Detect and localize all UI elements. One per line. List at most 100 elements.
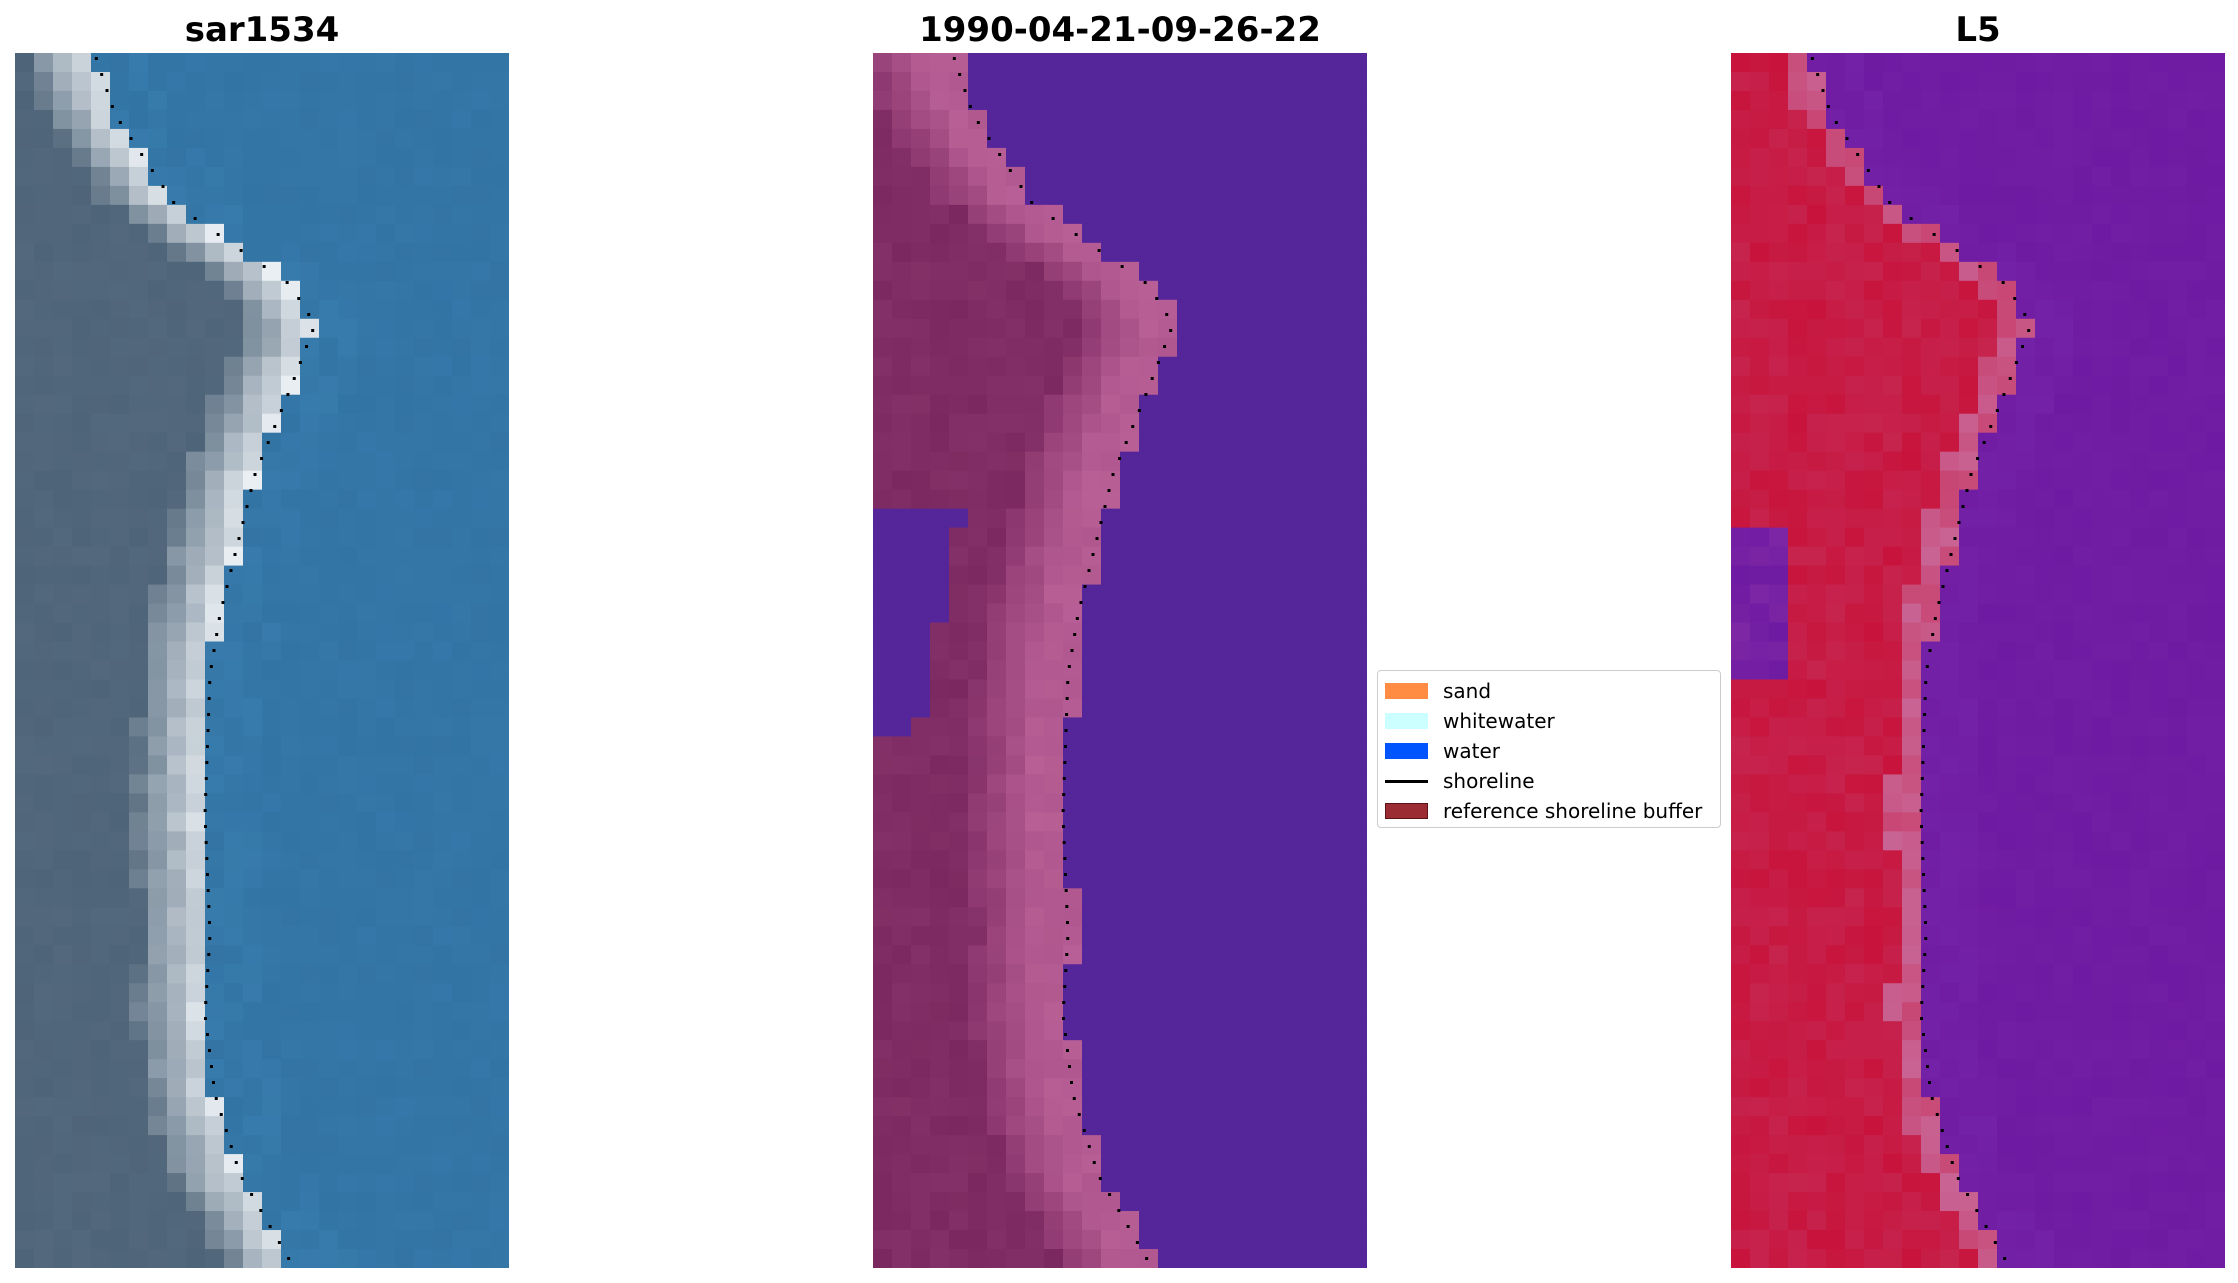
image-pixel — [1215, 109, 1235, 130]
image-pixel — [2149, 1002, 2169, 1022]
image-pixel — [1750, 337, 1770, 358]
image-pixel — [262, 1192, 282, 1212]
image-pixel — [949, 147, 969, 168]
image-pixel — [2187, 1059, 2207, 1079]
image-pixel — [1959, 546, 1979, 567]
image-pixel — [1215, 1097, 1235, 1117]
image-pixel — [1940, 508, 1960, 529]
image-pixel — [300, 470, 320, 491]
image-pixel — [15, 413, 35, 434]
classified-image — [873, 53, 1367, 1268]
image-pixel — [968, 204, 988, 225]
image-pixel — [395, 565, 415, 586]
image-pixel — [2168, 641, 2188, 662]
image-pixel — [1158, 698, 1178, 719]
image-pixel — [1883, 698, 1903, 719]
image-pixel — [357, 1040, 377, 1060]
image-pixel — [1177, 508, 1197, 529]
image-pixel — [224, 1097, 244, 1117]
image-pixel — [2206, 394, 2225, 415]
image-pixel — [1272, 1040, 1292, 1060]
shoreline-dot — [212, 1081, 215, 1084]
image-pixel — [1272, 109, 1292, 130]
image-pixel — [1788, 337, 1808, 358]
image-pixel — [281, 831, 301, 851]
image-pixel — [1025, 1002, 1045, 1022]
image-pixel — [2016, 774, 2036, 794]
image-pixel — [1978, 793, 1998, 813]
image-pixel — [1883, 1040, 1903, 1060]
image-pixel — [1025, 926, 1045, 946]
image-pixel — [15, 242, 35, 263]
image-pixel — [1348, 470, 1367, 491]
image-pixel — [110, 698, 130, 719]
image-pixel — [281, 1173, 301, 1193]
image-pixel — [2187, 1116, 2207, 1136]
image-pixel — [2206, 1021, 2225, 1041]
image-pixel — [2168, 755, 2188, 775]
image-pixel — [1082, 1097, 1102, 1117]
image-pixel — [1177, 1097, 1197, 1117]
image-pixel — [2206, 1002, 2225, 1022]
image-pixel — [357, 470, 377, 491]
image-pixel — [186, 945, 206, 965]
image-pixel — [1864, 261, 1884, 282]
image-pixel — [15, 679, 35, 700]
image-pixel — [2130, 1002, 2150, 1022]
image-pixel — [167, 1173, 187, 1193]
image-pixel — [1940, 926, 1960, 946]
image-pixel — [1234, 1097, 1254, 1117]
image-pixel — [1769, 736, 1789, 757]
image-pixel — [490, 185, 509, 206]
image-pixel — [1101, 318, 1121, 339]
image-pixel — [892, 413, 912, 434]
image-pixel — [1902, 508, 1922, 529]
image-pixel — [1101, 679, 1121, 700]
image-pixel — [129, 793, 149, 813]
image-pixel — [1215, 489, 1235, 510]
image-pixel — [167, 470, 187, 491]
image-pixel — [91, 470, 111, 491]
image-pixel — [243, 1040, 263, 1060]
shoreline-dot — [1077, 1113, 1081, 1116]
image-pixel — [91, 318, 111, 339]
image-pixel — [1959, 223, 1979, 244]
image-pixel — [205, 660, 225, 681]
image-pixel — [1845, 603, 1865, 624]
image-pixel — [892, 204, 912, 225]
image-pixel — [1006, 223, 1026, 244]
image-pixel — [414, 394, 434, 415]
image-pixel — [1101, 641, 1121, 662]
image-pixel — [1139, 907, 1159, 927]
image-pixel — [414, 280, 434, 301]
image-pixel — [1845, 907, 1865, 927]
image-pixel — [1063, 261, 1083, 282]
image-pixel — [1826, 850, 1846, 870]
image-pixel — [949, 242, 969, 263]
image-pixel — [1044, 945, 1064, 965]
image-pixel — [1940, 736, 1960, 757]
image-pixel — [167, 90, 187, 111]
image-pixel — [949, 185, 969, 206]
image-pixel — [1120, 698, 1140, 719]
image-pixel — [2149, 1040, 2169, 1060]
image-pixel — [1807, 565, 1827, 586]
image-pixel — [1082, 375, 1102, 396]
image-pixel — [911, 337, 931, 358]
image-pixel — [1063, 204, 1083, 225]
image-pixel — [1101, 1021, 1121, 1041]
image-pixel — [1997, 470, 2017, 491]
image-pixel — [1826, 337, 1846, 358]
image-pixel — [186, 793, 206, 813]
image-pixel — [1769, 204, 1789, 225]
image-pixel — [1234, 1211, 1254, 1231]
image-pixel — [1921, 926, 1941, 946]
image-pixel — [2054, 90, 2074, 111]
image-pixel — [987, 242, 1007, 263]
image-pixel — [338, 945, 358, 965]
image-pixel — [186, 413, 206, 434]
image-pixel — [452, 223, 472, 244]
image-pixel — [2206, 280, 2225, 301]
image-pixel — [1253, 1154, 1273, 1174]
image-pixel — [110, 717, 130, 738]
